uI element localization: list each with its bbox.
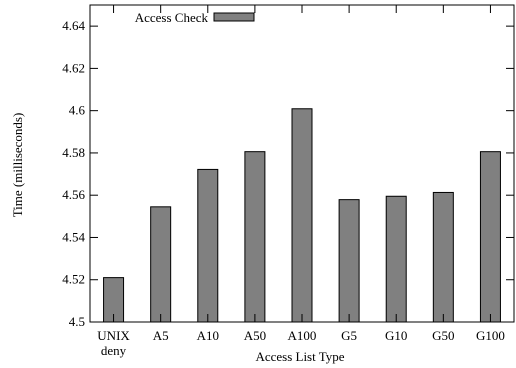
bar bbox=[338, 199, 360, 323]
bar bbox=[479, 151, 501, 323]
x-tick-label: G50 bbox=[432, 328, 454, 343]
y-tick-label: 4.5 bbox=[69, 314, 85, 329]
y-tick-label: 4.6 bbox=[69, 103, 86, 118]
x-tick-label: A10 bbox=[197, 328, 219, 343]
x-tick-label: A5 bbox=[153, 328, 169, 343]
legend-label: Access Check bbox=[135, 10, 209, 25]
bar bbox=[244, 151, 266, 323]
y-tick-label: 4.56 bbox=[62, 187, 85, 202]
y-tick-label: 4.64 bbox=[62, 18, 85, 33]
x-tick-label: A50 bbox=[244, 328, 266, 343]
x-tick-label: UNIX bbox=[97, 328, 130, 343]
legend-swatch bbox=[213, 12, 255, 22]
x-tick-label: G10 bbox=[385, 328, 407, 343]
x-tick-label: A100 bbox=[288, 328, 317, 343]
bar bbox=[150, 206, 172, 323]
x-tick-label: G100 bbox=[476, 328, 505, 343]
y-tick-label: 4.58 bbox=[62, 145, 85, 160]
y-axis-title: Time (milliseconds) bbox=[10, 113, 25, 218]
y-tick-label: 4.62 bbox=[62, 60, 85, 75]
x-axis-title: Access List Type bbox=[255, 349, 344, 364]
y-tick-label: 4.54 bbox=[62, 229, 85, 244]
x-tick-label: G5 bbox=[341, 328, 357, 343]
bar bbox=[291, 108, 313, 323]
y-axis-title-group: Time (milliseconds) bbox=[10, 113, 25, 218]
bar bbox=[197, 168, 219, 323]
bar bbox=[432, 191, 454, 323]
x-tick-label: deny bbox=[101, 343, 127, 358]
y-tick-label: 4.52 bbox=[62, 272, 85, 287]
bar bbox=[385, 195, 407, 323]
